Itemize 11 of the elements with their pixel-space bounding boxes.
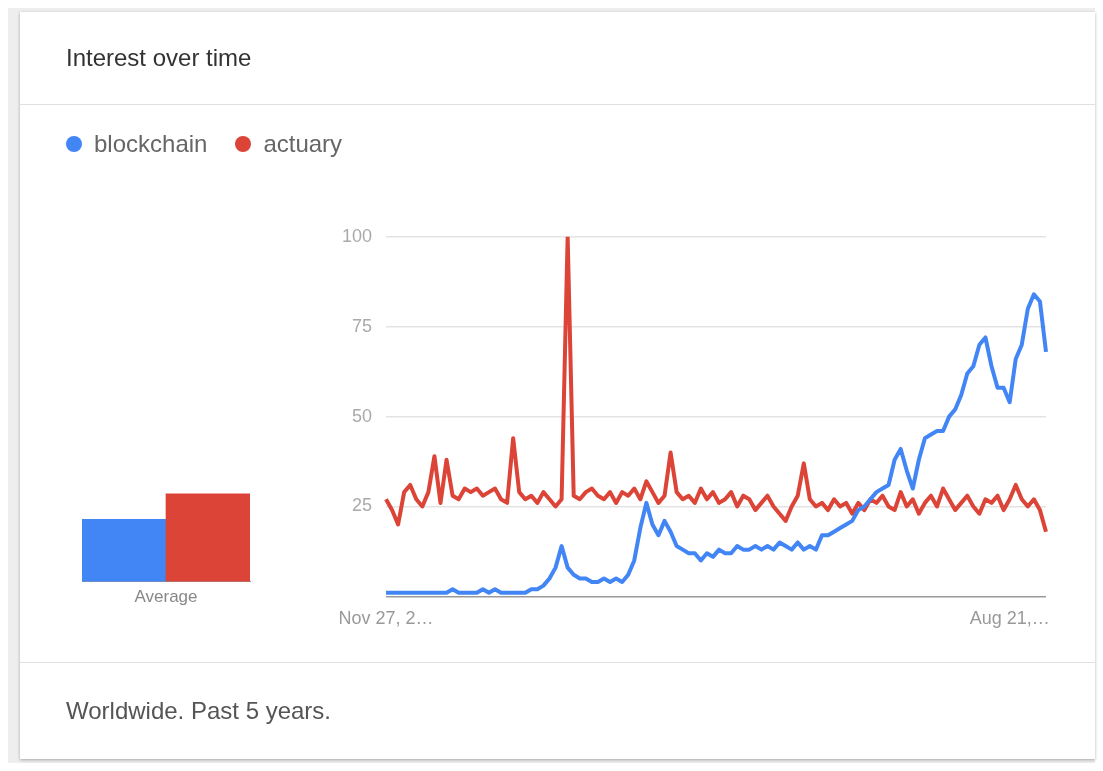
text: Worldwide. Past 5 years. bbox=[66, 697, 331, 725]
x-axis-title: Average bbox=[134, 587, 198, 607]
y-tick-label: 50 bbox=[351, 405, 372, 426]
y-tick-label: 75 bbox=[351, 315, 372, 336]
legend-label: blockchain bbox=[94, 130, 208, 158]
x-tick-label: Nov 27, 2… bbox=[338, 608, 434, 629]
legend-label: actuary bbox=[263, 130, 343, 158]
y-tick-label: 25 bbox=[351, 495, 372, 516]
x-tick-label: Aug 21,… bbox=[969, 608, 1050, 629]
text: Interest over time bbox=[66, 44, 252, 72]
y-tick-label: 100 bbox=[341, 225, 372, 246]
